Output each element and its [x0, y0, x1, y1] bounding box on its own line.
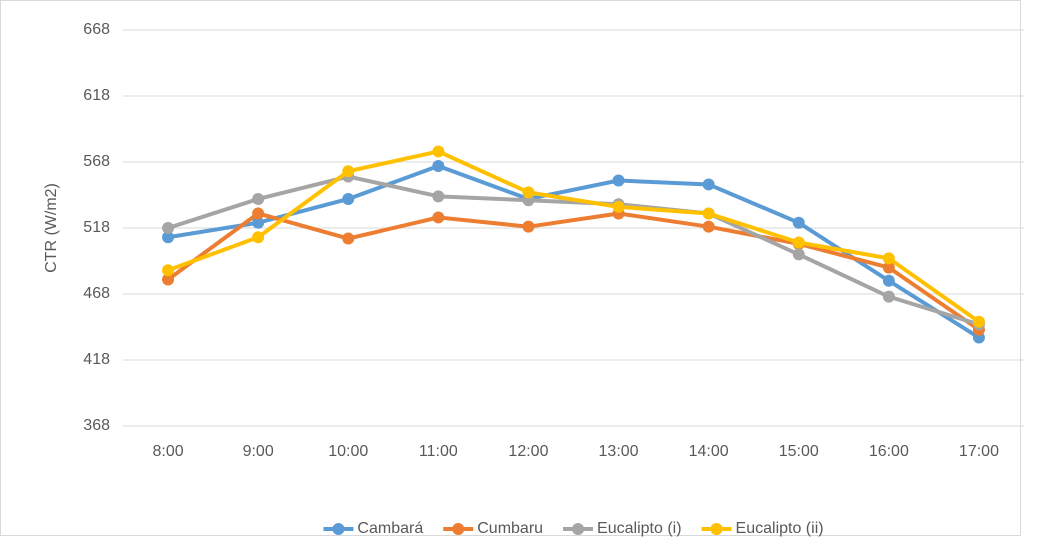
legend-item: Cumbaru: [443, 520, 543, 537]
legend-label: Eucalipto (i): [597, 520, 681, 537]
x-tick-label: 16:00: [869, 443, 909, 460]
y-tick-label: 418: [83, 351, 110, 368]
x-tick-label: 13:00: [599, 443, 639, 460]
series-line: [167, 149, 981, 324]
data-point: [252, 207, 265, 220]
x-tick-label: 8:00: [152, 443, 183, 460]
data-point: [432, 190, 445, 203]
data-point: [792, 216, 805, 229]
data-point: [342, 232, 355, 245]
y-tick-label: 568: [83, 153, 110, 170]
data-point: [702, 207, 715, 220]
data-point: [252, 216, 265, 229]
data-point: [432, 159, 445, 172]
data-point: [522, 220, 535, 233]
x-tick-label: 10:00: [328, 443, 368, 460]
legend-label: Cambará: [357, 520, 423, 537]
data-point: [162, 231, 175, 244]
data-point: [162, 264, 175, 277]
data-point: [252, 192, 265, 205]
y-tick-label: 618: [83, 87, 110, 104]
data-point: [882, 274, 895, 287]
data-point: [882, 261, 895, 274]
data-point: [162, 222, 175, 234]
legend-marker: [710, 523, 723, 535]
data-point: [702, 178, 715, 191]
legend-marker: [572, 523, 585, 535]
legend-label: Eucalipto (ii): [736, 520, 824, 537]
data-point: [612, 174, 625, 187]
data-point: [792, 248, 805, 261]
x-tick-label: 12:00: [508, 443, 548, 460]
x-tick-label: 11:00: [419, 443, 458, 460]
x-tick-label: 15:00: [779, 443, 819, 460]
y-tick-label: 518: [83, 219, 110, 236]
data-point: [702, 220, 715, 233]
data-point: [342, 192, 355, 205]
data-point: [972, 315, 985, 328]
data-point: [252, 231, 265, 244]
data-point: [792, 236, 805, 249]
data-point: [432, 145, 445, 158]
legend-marker: [332, 523, 345, 535]
data-point: [162, 273, 175, 286]
x-tick-label: 9:00: [243, 443, 274, 460]
data-point: [882, 290, 895, 303]
y-axis-label: CTR (W/m2): [43, 183, 60, 273]
y-tick-label: 668: [83, 21, 110, 38]
y-tick-label: 468: [83, 285, 110, 302]
legend-label: Cumbaru: [477, 520, 543, 537]
series-line: [166, 211, 981, 332]
data-point: [612, 200, 625, 213]
data-point: [882, 252, 895, 265]
x-tick-label: 17:00: [959, 443, 999, 460]
x-tick-label: 14:00: [689, 443, 729, 460]
legend-item: Eucalipto (i): [563, 520, 682, 537]
legend-marker: [452, 523, 465, 535]
y-tick-label: 368: [83, 417, 110, 434]
data-point: [522, 186, 535, 199]
data-point: [432, 211, 445, 224]
series-line: [167, 174, 980, 327]
legend-item: Cambará: [323, 520, 423, 537]
data-point: [342, 165, 355, 178]
legend-item: Eucalipto (ii): [701, 520, 824, 537]
